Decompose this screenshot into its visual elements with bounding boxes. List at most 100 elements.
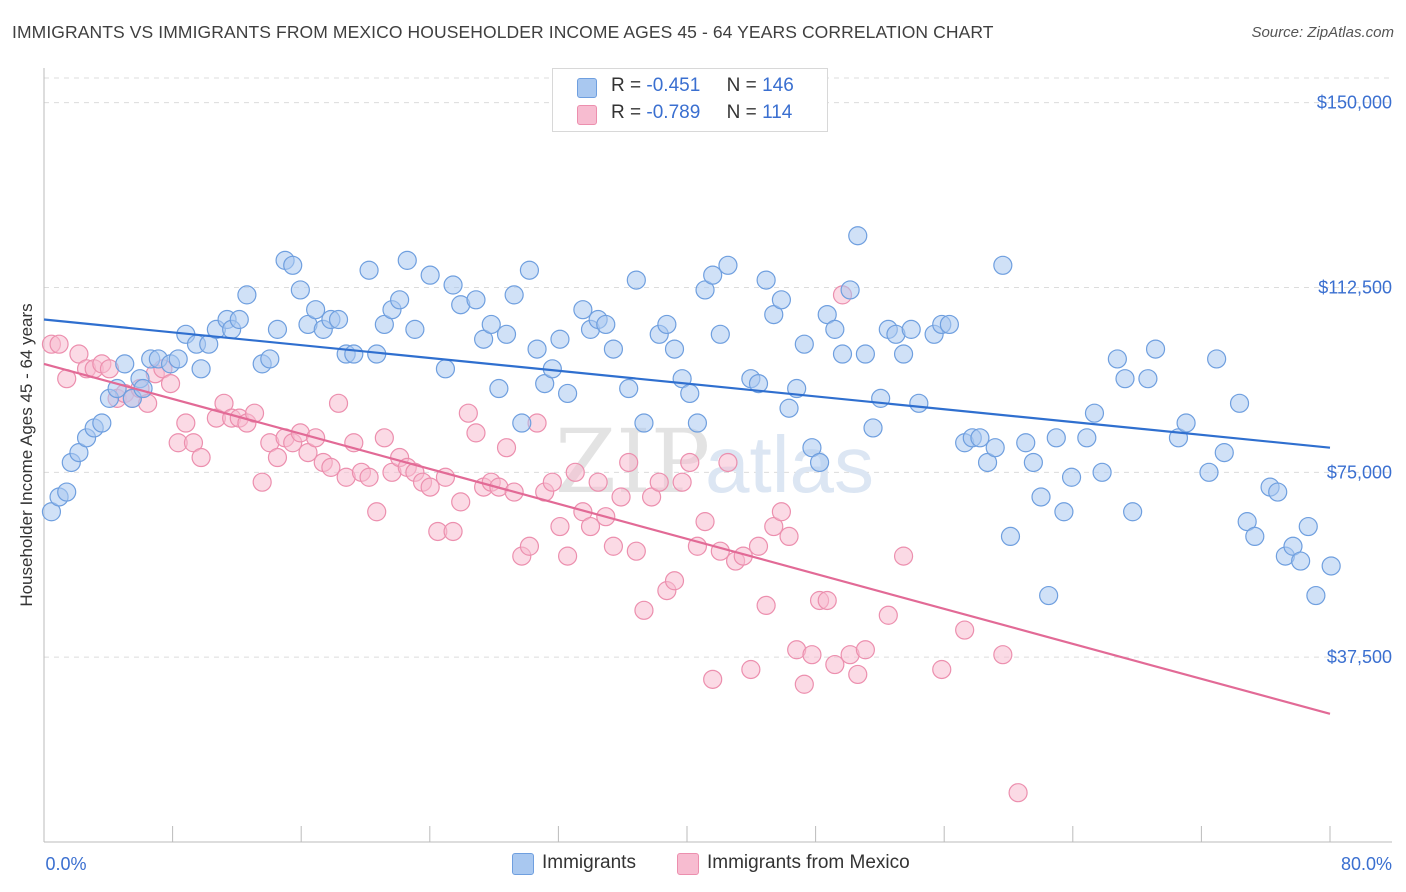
data-point-mexico [626,541,646,561]
data-point-immigrants [1291,551,1311,571]
data-point-mexico [603,536,624,556]
data-point-immigrants [260,349,280,369]
data-point-mexico [49,334,69,354]
data-point-mexico [420,477,440,497]
data-point-mexico [458,403,478,423]
data-point-immigrants [405,319,425,339]
data-point-mexico [825,654,845,675]
data-point-mexico [443,521,463,542]
data-point-mexico [756,595,776,616]
y-axis-label: Householder Income Ages 45 - 64 years [17,303,36,606]
data-point-immigrants [527,339,547,359]
y-tick-label: $112,500 [1318,277,1392,297]
correlation-legend: R = -0.451 N = 146 R = -0.789 N = 114 [552,68,828,132]
data-point-mexico [519,536,540,556]
y-tick-label: $150,000 [1317,93,1392,113]
data-point-mexico [634,600,654,620]
data-point-mexico [993,645,1013,665]
x-tick-label: 80.0% [1341,854,1392,874]
data-point-immigrants [771,290,792,310]
data-point-immigrants [420,265,440,285]
data-point-immigrants [832,344,853,364]
data-point-immigrants [1321,556,1341,576]
data-point-immigrants [1092,462,1112,482]
data-point-mexico [695,512,715,532]
data-point-immigrants [550,329,570,349]
data-point-immigrants [909,393,929,413]
data-point-immigrants [687,413,708,433]
data-point-mexico [176,413,196,433]
data-point-mexico [779,526,799,547]
data-point-mexico [771,502,792,522]
data-point-mexico [672,472,692,492]
data-point-immigrants [558,383,578,404]
source-label: Source: ZipAtlas.com [1251,24,1394,41]
data-point-immigrants [92,413,112,433]
data-point-immigrants [1054,502,1074,522]
data-point-mexico [451,492,471,512]
legend-n-label: N = [726,102,757,123]
data-point-immigrants [1176,413,1196,433]
data-point-immigrants [1214,443,1234,463]
data-point-immigrants [779,398,799,418]
data-point-immigrants [283,255,303,275]
legend-swatch-blue [577,78,597,98]
data-point-immigrants [359,260,379,280]
data-point-immigrants [794,334,814,354]
legend-r-value: -0.789 [646,102,701,123]
data-point-mexico [191,447,211,468]
data-point-immigrants [290,280,310,300]
data-point-immigrants [390,290,410,310]
data-point-mexico [580,516,601,537]
data-point-immigrants [1245,526,1265,547]
data-point-immigrants [115,354,135,374]
series-mexico-points [41,285,1028,803]
data-point-immigrants [970,428,990,448]
legend-label-immigrants: Immigrants [542,852,636,873]
data-point-mexico [932,659,952,680]
axes [43,68,1392,843]
data-point-mexico [611,487,631,507]
data-point-immigrants [57,482,77,502]
series-immigrants-points [41,226,1341,606]
trend-line-immigrants [43,318,1331,449]
data-point-mexico [321,457,341,477]
data-point-mexico [802,645,822,665]
data-point-immigrants [496,324,517,344]
data-point-immigrants [825,319,845,339]
data-point-immigrants [809,452,830,473]
legend-label-mexico: Immigrants from Mexico [707,852,910,873]
trend-line-mexico [43,362,1331,715]
data-point-mexico [466,423,486,443]
data-point-immigrants [871,388,891,408]
data-point-immigrants [519,260,540,280]
legend-n-value: 114 [762,102,793,123]
data-point-immigrants [1039,585,1059,606]
data-point-immigrants [748,374,769,394]
data-point-mexico [664,571,685,591]
data-point-immigrants [1000,526,1021,547]
legend-n-value: 146 [762,75,794,96]
data-point-mexico [848,664,868,685]
data-point-immigrants [680,383,700,404]
data-point-immigrants [985,438,1005,458]
trend-lines [43,318,1331,715]
data-point-immigrants [504,285,524,305]
legend-r-value: -0.451 [646,75,701,96]
data-point-immigrants [863,418,883,438]
data-point-mexico [710,541,730,561]
data-point-immigrants [573,300,593,320]
data-point-immigrants [328,309,349,330]
data-point-immigrants [939,314,959,335]
data-point-immigrants [191,359,211,379]
data-point-immigrants [634,413,654,433]
data-point-immigrants [855,344,875,364]
data-point-immigrants [237,285,257,305]
data-point-mexico [718,452,738,473]
data-point-mexico [687,536,708,556]
data-point-mexico [741,659,761,680]
data-point-mexico [955,620,975,640]
data-point-immigrants [756,270,776,290]
data-point-immigrants [229,309,249,330]
